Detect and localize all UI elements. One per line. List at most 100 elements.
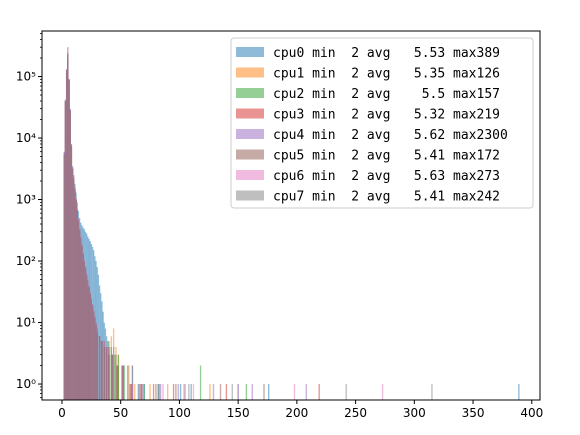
bar-series-0 xyxy=(190,384,192,400)
x-tick-label: 400 xyxy=(520,406,543,420)
bar-series-5 xyxy=(263,384,265,400)
bar-series-5 xyxy=(139,384,142,400)
y-tick-label: 10⁰ xyxy=(16,377,36,391)
bar-series-7 xyxy=(105,347,108,400)
bar-series-2 xyxy=(245,384,248,400)
bar-series-1 xyxy=(149,384,151,400)
bar-series-7 xyxy=(116,365,118,400)
bar-series-1 xyxy=(128,365,130,400)
bar-series-7 xyxy=(91,305,94,400)
bar-series-4 xyxy=(159,384,162,400)
x-tick-label: 250 xyxy=(344,406,367,420)
bar-series-0 xyxy=(518,384,520,400)
legend: cpu0 min 2 avg 5.53 max389 cpu1 min 2 avg… xyxy=(230,37,534,209)
bar-series-0 xyxy=(179,384,182,400)
x-tick-label: 350 xyxy=(462,406,485,420)
bar-series-2 xyxy=(110,347,112,400)
bar-series-7 xyxy=(84,267,87,400)
legend-swatch xyxy=(236,67,264,78)
y-tick-label: 10⁵ xyxy=(16,70,36,84)
bar-series-5 xyxy=(155,384,157,400)
bar-series-7 xyxy=(74,188,76,400)
y-tick-label: 10³ xyxy=(16,193,36,207)
bar-series-1 xyxy=(112,328,115,400)
bar-series-6 xyxy=(162,384,164,400)
bar-series-0 xyxy=(102,311,104,400)
bar-series-7 xyxy=(96,332,98,400)
bar-series-7 xyxy=(101,341,103,400)
legend-entry: cpu4 min 2 avg 5.62 max2300 xyxy=(273,128,508,143)
bar-series-7 xyxy=(69,110,71,400)
y-tick-label: 10⁴ xyxy=(16,131,36,145)
bar-series-7 xyxy=(431,384,433,400)
bar-series-7 xyxy=(130,384,132,400)
bar-series-4 xyxy=(131,365,134,400)
bar-series-1 xyxy=(115,347,117,400)
bar-series-2 xyxy=(114,354,116,400)
bar-series-7 xyxy=(71,168,74,400)
bar-series-7 xyxy=(63,154,65,400)
histogram-bars xyxy=(63,47,520,401)
bar-series-4 xyxy=(177,384,179,400)
legend-swatch xyxy=(236,47,264,57)
bar-series-0 xyxy=(104,328,107,400)
bar-series-7 xyxy=(82,254,84,400)
bar-series-3 xyxy=(318,384,320,400)
bar-series-7 xyxy=(73,178,75,400)
x-tick-label: 50 xyxy=(113,406,128,420)
bar-series-3 xyxy=(225,384,228,400)
bar-series-7 xyxy=(81,245,83,400)
bar-series-7 xyxy=(95,325,97,400)
x-tick-label: 150 xyxy=(227,406,250,420)
bar-series-7 xyxy=(98,336,101,400)
bar-series-7 xyxy=(87,280,89,400)
bar-series-1 xyxy=(134,384,136,400)
bar-series-2 xyxy=(117,354,120,400)
bar-series-2 xyxy=(158,384,161,400)
x-tick-label: 200 xyxy=(285,406,308,420)
bar-series-7 xyxy=(157,384,159,400)
bar-series-4 xyxy=(183,384,185,400)
bar-series-6 xyxy=(381,384,384,400)
x-tick-label: 100 xyxy=(168,406,191,420)
bar-series-7 xyxy=(89,293,91,400)
legend-swatch xyxy=(236,88,264,98)
bar-series-7 xyxy=(94,317,96,400)
bar-series-6 xyxy=(142,384,144,400)
bar-series-6 xyxy=(131,384,134,400)
legend-entry: cpu1 min 2 avg 5.35 max126 xyxy=(273,67,500,82)
bar-series-2 xyxy=(123,365,125,400)
bar-series-0 xyxy=(268,384,270,400)
bar-series-2 xyxy=(199,365,202,400)
bar-series-7 xyxy=(188,384,190,400)
bar-series-7 xyxy=(68,80,70,400)
bar-series-4 xyxy=(251,384,253,400)
y-tick-label: 10² xyxy=(16,254,36,268)
legend-entry: cpu0 min 2 avg 5.53 max389 xyxy=(273,46,500,61)
legend-entry: cpu6 min 2 avg 5.63 max273 xyxy=(273,169,500,184)
bar-series-1 xyxy=(209,384,211,400)
bar-series-7 xyxy=(90,299,92,400)
legend-swatch xyxy=(236,108,264,119)
legend-swatch xyxy=(236,129,264,139)
bar-series-7 xyxy=(231,384,233,400)
bar-series-7 xyxy=(70,146,73,400)
legend-swatch xyxy=(236,149,264,160)
legend-entry: cpu7 min 2 avg 5.41 max242 xyxy=(273,190,500,205)
bar-series-3 xyxy=(121,365,123,400)
bar-series-3 xyxy=(152,384,155,400)
bar-series-0 xyxy=(107,341,109,400)
bar-series-7 xyxy=(85,274,88,400)
bar-series-3 xyxy=(129,384,131,400)
bar-series-5 xyxy=(175,384,177,400)
bar-series-6 xyxy=(293,384,296,400)
bar-series-7 xyxy=(141,384,143,400)
bar-series-7 xyxy=(103,347,105,400)
bar-series-3 xyxy=(172,384,175,400)
bar-series-4 xyxy=(305,384,307,400)
bar-series-7 xyxy=(108,354,110,400)
bar-series-0 xyxy=(97,274,100,400)
bar-series-0 xyxy=(127,365,129,400)
bar-series-7 xyxy=(93,311,95,400)
